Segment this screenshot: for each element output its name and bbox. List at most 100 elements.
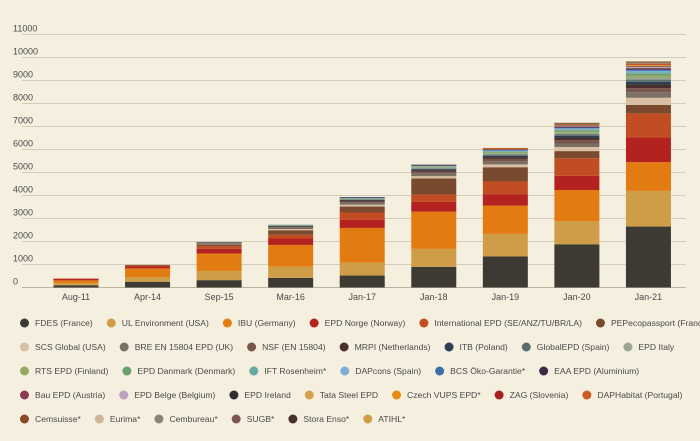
legend-marker [392,390,402,400]
legend-label: EPD Italy [638,342,675,352]
legend-marker [249,366,259,376]
bar-segment [411,266,457,288]
bar-stack-jan-19 [482,147,528,288]
legend-marker [363,414,373,424]
bar-segment [625,97,671,105]
legend-marker [304,390,314,400]
bar-segment [411,201,457,212]
x-axis-ticks: Aug-11 Apr-14 Sep-15 Mar-16 Jan-17 Jan-18 Jan-… [62,292,662,302]
bar-segment [554,134,600,136]
bar-segment [411,169,457,171]
legend-label: EPD Belge (Belgium) [134,390,215,400]
bar-segment [268,229,314,231]
legend-label: BCS Öko-Garantie* [450,366,526,376]
legend-label: RTS EPD (Finland) [35,366,109,376]
bar-segment [625,104,671,114]
bar-segment [268,227,314,230]
bar-segment [554,158,600,176]
bar-segment [482,194,528,206]
legend-item: IBU (Germany) [222,318,296,328]
legend-marker [444,342,454,352]
bar-segment [53,280,99,284]
legend-marker [20,414,29,424]
bar-segment [482,205,528,234]
bar-segment [125,265,171,267]
bar-segment [411,178,457,195]
bar-segment [53,283,99,286]
bar-segment [339,212,385,220]
legend-marker [154,414,164,424]
bar-segment [196,242,242,243]
legend-marker [623,342,633,352]
bar-segment [625,66,671,68]
bar-segment [125,266,171,269]
legend-marker [94,414,104,424]
bar-segment [411,176,457,179]
bar-segment [482,154,528,156]
bar-segment [53,285,99,288]
legend-item: GlobalEPD (Spain) [521,342,610,352]
bar-segment [411,168,457,170]
bar-segment [482,147,528,149]
legend-item: ATIHL* [363,414,406,424]
legend-item: FDES (France) [20,318,93,328]
legend-label: ZAG (Slovenia) [510,390,569,400]
bar-segment [482,157,528,159]
legend-label: Eurima* [110,414,141,424]
bar-segment [625,137,671,163]
y-tick-label: 6000 [13,139,33,149]
bar-segment [554,189,600,222]
legend-label: IBU (Germany) [238,318,296,328]
legend-label: ITB (Poland) [460,342,508,352]
x-tick-label: Sep-15 [205,292,234,302]
x-tick-label: Mar-16 [276,292,305,302]
bar-segment [268,266,314,278]
bar-segment [268,238,314,245]
legend-label: DAPHabitat (Portugal) [597,390,682,400]
legend-item: IFT Rosenheim* [249,366,327,376]
bar-segment [625,63,671,64]
legend-label: Cemsuisse* [35,414,82,424]
bar-segment [339,199,385,200]
bar-segment [625,73,671,76]
bar-segment [411,173,457,177]
bar-segment [482,167,528,182]
bar-segment [482,181,528,195]
bar-segment [625,162,671,191]
legend-item: Stora Enso* [288,414,350,424]
bar-segment [625,69,671,71]
y-tick-label: 5000 [13,162,33,172]
bar-segment [411,171,457,174]
bar-segment [411,166,457,168]
bar-segment [339,275,385,288]
bar-segment [482,152,528,154]
bar-segment [196,270,242,281]
y-tick-label: 0 [13,277,18,287]
legend-item: BCS Öko-Garantie* [435,366,526,376]
legend-marker [521,342,531,352]
bar-segment [339,219,385,228]
bar-segment [339,202,385,205]
x-tick-label: Jan-20 [563,292,591,302]
y-tick-label: 7000 [13,116,33,126]
legend-item: Tata Steel EPD [304,390,378,400]
bar-segment [625,63,671,65]
bar-segment [625,62,671,63]
legend-label: DAPcons (Spain) [355,366,421,376]
legend-label: Stora Enso* [303,414,350,424]
y-axis-ticks: 0 1000 2000 3000 4000 5000 6000 7000 8000 9000 100… [13,24,38,287]
y-tick-label: 2000 [13,231,33,241]
legend-marker [20,390,29,400]
legend-item: ZAG (Slovenia) [494,390,569,400]
bar-segment [554,244,600,288]
legend-label: EAA EPD (Aluminium) [554,366,639,376]
legend-item: Cembureau* [154,414,218,424]
bar-segment [625,92,671,98]
bar-stack-sep-15 [196,242,242,288]
bar-segment [482,149,528,151]
legend-item: Eurima* [94,414,141,424]
legend-item: DAPcons (Spain) [340,366,421,376]
x-tick-label: Jan-17 [348,292,376,302]
legend-marker [119,390,129,400]
bar-segment [554,137,600,141]
